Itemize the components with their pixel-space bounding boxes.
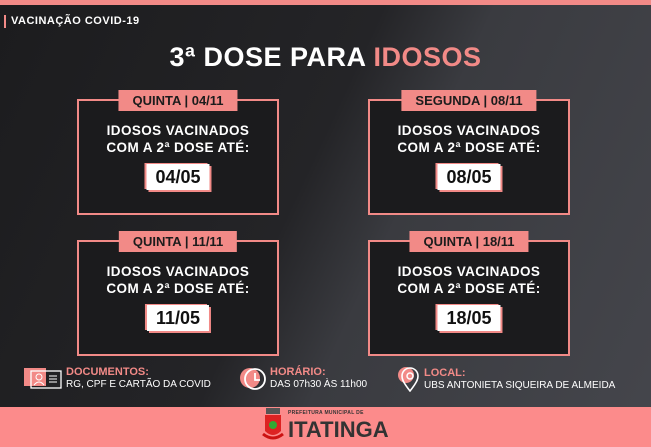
top-accent-bar [0, 0, 651, 5]
schedule-label: HORÁRIO: [270, 366, 326, 378]
title-highlight: IDOSOS [373, 42, 482, 72]
card-line: IDOSOS VACINADOS [106, 123, 250, 138]
card-day: QUINTA | 18/11 [409, 231, 529, 252]
schedule-card: QUINTA | 11/11 IDOSOS VACINADOS COM A 2ª … [77, 231, 279, 356]
card-date: 04/05 [146, 164, 210, 190]
card-line: IDOSOS VACINADOS [397, 264, 541, 279]
location-label: LOCAL: [424, 366, 466, 379]
documents-value: RG, CPF E CARTÃO DA COVID [66, 379, 211, 390]
schedule-card: QUINTA | 04/11 IDOSOS VACINADOS COM A 2ª … [77, 90, 279, 215]
footer-band [0, 407, 651, 447]
card-day: QUINTA | 04/11 [118, 90, 238, 111]
schedule-card: QUINTA | 18/11 IDOSOS VACINADOS COM A 2ª … [368, 231, 570, 356]
card-line: COM A 2ª DOSE ATÉ: [397, 281, 541, 296]
city-logo: PREFEITURA MUNICIPAL DE ITATINGA [262, 408, 389, 442]
card-line: COM A 2ª DOSE ATÉ: [106, 140, 250, 155]
kicker: VACINAÇÃO COVID-19 [4, 15, 140, 28]
map-pin-icon [398, 367, 419, 392]
schedule-info: HORÁRIO: DAS 07h30 ÀS 11h00 [240, 366, 367, 391]
card-text: IDOSOS VACINADOS COM A 2ª DOSE ATÉ: [370, 122, 568, 156]
card-day: QUINTA | 11/11 [118, 231, 238, 252]
title-main: 3ª DOSE PARA [169, 42, 374, 72]
id-card-icon [24, 367, 62, 389]
card-line: IDOSOS VACINADOS [397, 123, 541, 138]
card-date: 08/05 [437, 164, 501, 190]
card-line: COM A 2ª DOSE ATÉ: [397, 140, 541, 155]
schedule-card: SEGUNDA | 08/11 IDOSOS VACINADOS COM A 2ª… [368, 90, 570, 215]
documents-label: DOCUMENTOS: [66, 366, 149, 378]
card-date: 11/05 [146, 305, 210, 331]
card-date: 18/05 [437, 305, 501, 331]
card-text: IDOSOS VACINADOS COM A 2ª DOSE ATÉ: [370, 263, 568, 297]
card-text: IDOSOS VACINADOS COM A 2ª DOSE ATÉ: [79, 122, 277, 156]
card-text: IDOSOS VACINADOS COM A 2ª DOSE ATÉ: [79, 263, 277, 297]
card-day: SEGUNDA | 08/11 [401, 90, 537, 111]
location-value: UBS ANTONIETA SIQUEIRA DE ALMEIDA [424, 379, 616, 391]
card-line: COM A 2ª DOSE ATÉ: [106, 281, 250, 296]
coat-of-arms-icon [262, 408, 284, 440]
location-info: LOCAL: UBS ANTONIETA SIQUEIRA DE ALMEIDA [398, 366, 615, 392]
page-title: 3ª DOSE PARA IDOSOS [0, 41, 651, 73]
card-line: IDOSOS VACINADOS [106, 264, 250, 279]
documents-info: DOCUMENTOS: RG, CPF E CARTÃO DA COVID [24, 366, 211, 391]
logo-prefix: PREFEITURA MUNICIPAL DE [288, 410, 364, 416]
clock-icon [240, 367, 266, 390]
schedule-value: DAS 07h30 ÀS 11h00 [270, 379, 368, 390]
logo-city: ITATINGA [288, 417, 389, 442]
